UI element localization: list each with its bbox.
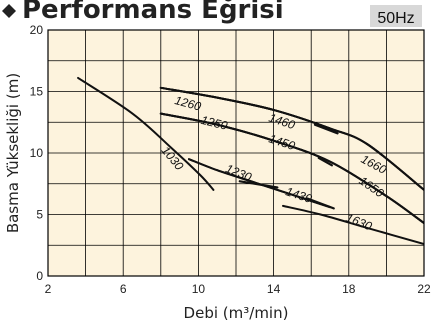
- x-axis-ticks: 2 6 10 14 18 22: [45, 282, 431, 296]
- curve-1660: [159, 86, 424, 191]
- performance-curves: [77, 76, 424, 246]
- x-tick-label: 14: [267, 282, 281, 296]
- curve-label-1260: 1260: [173, 93, 203, 114]
- x-tick-label: 22: [417, 282, 431, 296]
- chart-header: Performans Eğrisi 50Hz: [2, 0, 422, 27]
- x-tick-label: 18: [342, 282, 356, 296]
- curve-1430: [188, 158, 331, 209]
- frequency-badge-label: 50Hz: [377, 10, 414, 27]
- curve-segment-mark: [238, 180, 279, 189]
- curve-label-1250: 1250: [200, 113, 230, 133]
- title-bullet-icon: [2, 4, 16, 18]
- plot-frame: [47, 29, 425, 277]
- curve-segment-mark: [317, 156, 333, 167]
- curve-1650: [159, 112, 424, 225]
- curve-1630: [282, 204, 424, 246]
- y-tick-label: 0: [36, 269, 43, 283]
- y-axis-ticks: 0 5 10 15 20: [30, 23, 44, 283]
- chart-title: Performans Eğrisi: [22, 0, 284, 25]
- curve-1030: [77, 76, 215, 191]
- y-tick-label: 15: [30, 85, 44, 99]
- y-axis-title: Basma Yüksekliği (m): [4, 73, 22, 233]
- y-tick-label: 20: [30, 23, 44, 37]
- y-tick-label: 5: [36, 208, 43, 222]
- curve-segment-mark: [313, 123, 339, 135]
- y-tick-label: 10: [30, 146, 44, 160]
- x-axis-title: Debi (m³/min): [184, 304, 289, 322]
- x-tick-label: 10: [192, 282, 206, 296]
- curve-segment-mark: [306, 197, 335, 210]
- x-tick-label: 6: [120, 282, 127, 296]
- curve-segment-marks: [238, 123, 339, 210]
- x-tick-label: 2: [45, 282, 52, 296]
- frequency-badge: [370, 5, 422, 27]
